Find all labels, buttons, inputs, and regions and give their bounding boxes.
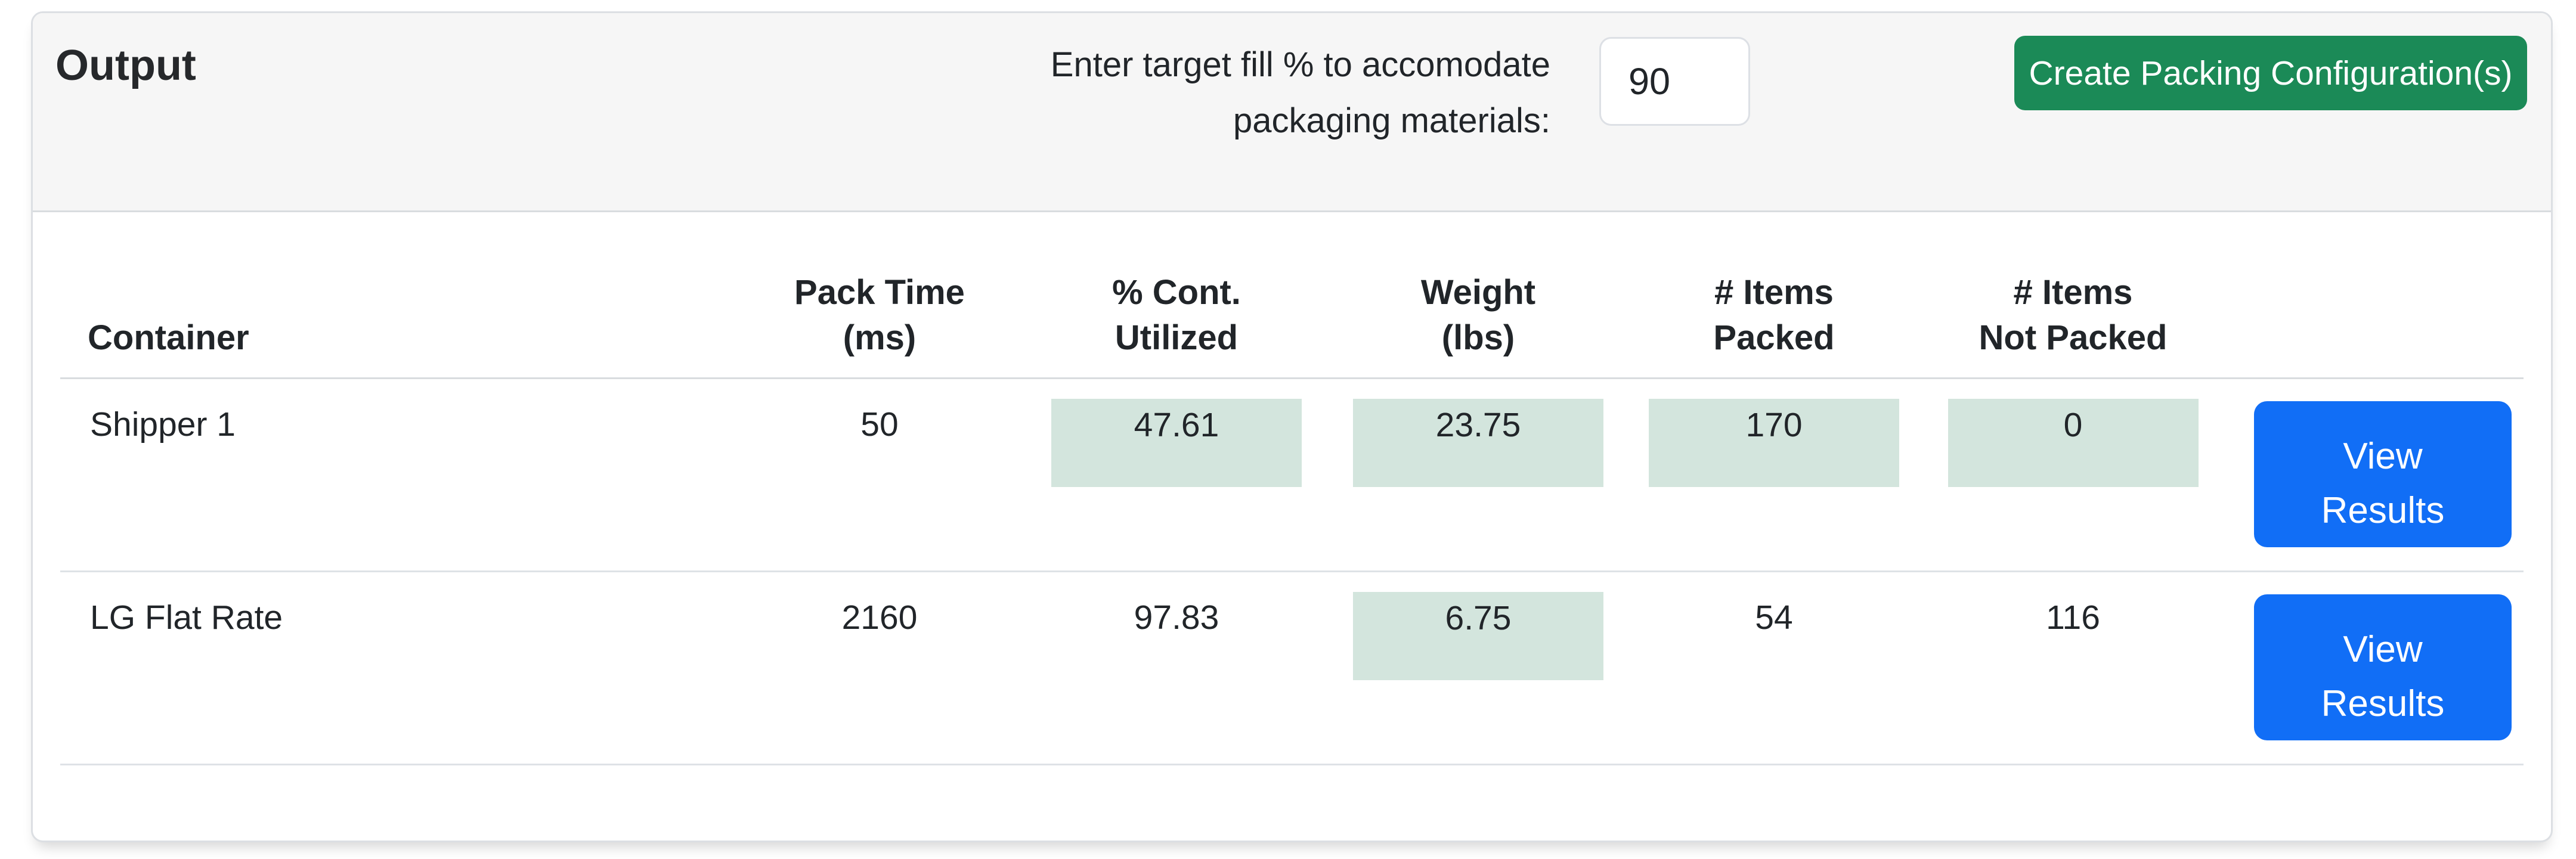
output-card-header: Output Enter target fill % to accomodate… <box>33 13 2551 212</box>
weight-cell: 23.75 <box>1313 379 1643 570</box>
results-table-area: Container Pack Time (ms) % Cont. Utilize… <box>33 212 2551 765</box>
highlight-box: 6.75 <box>1353 592 1603 680</box>
fill-target-label-line2: packaging materials: <box>1233 101 1550 140</box>
table-row: Shipper 1 50 47.61 23.75 170 0 View Resu… <box>60 379 2524 572</box>
column-header-pack-time: Pack Time (ms) <box>794 273 965 357</box>
fill-target-label: Enter target fill % to accomodate packag… <box>33 37 1550 149</box>
highlight-box: 23.75 <box>1353 399 1603 487</box>
view-results-button[interactable]: View Results <box>2254 594 2512 740</box>
pack-time-cell: 2160 <box>841 598 918 637</box>
table-header-row: Container Pack Time (ms) % Cont. Utilize… <box>60 238 2524 379</box>
view-results-button[interactable]: View Results <box>2254 401 2512 547</box>
column-header-container: Container <box>88 318 249 357</box>
column-header-actions <box>2241 238 2524 377</box>
items-packed-cell: 54 <box>1755 598 1793 637</box>
output-card: Output Enter target fill % to accomodate… <box>31 11 2553 842</box>
actions-cell: View Results <box>2241 379 2524 570</box>
column-header-items-packed: # Items Packed <box>1713 273 1835 357</box>
items-not-packed-cell: 116 <box>2046 598 2100 637</box>
column-header-weight: Weight (lbs) <box>1420 273 1536 357</box>
pack-time-cell: 50 <box>860 405 899 444</box>
container-cell: Shipper 1 <box>90 405 236 444</box>
column-header-pct-utilized: % Cont. Utilized <box>1112 273 1241 357</box>
weight-cell: 6.75 <box>1313 572 1643 764</box>
pct-utilized-cell: 47.61 <box>1040 379 1313 570</box>
actions-cell: View Results <box>2241 572 2524 764</box>
highlight-box: 170 <box>1649 399 1899 487</box>
fill-target-input[interactable] <box>1599 37 1750 126</box>
table-row: LG Flat Rate 2160 97.83 6.75 54 116 View… <box>60 572 2524 765</box>
highlight-box: 0 <box>1948 399 2199 487</box>
pct-utilized-cell: 97.83 <box>1134 598 1219 637</box>
highlight-box: 47.61 <box>1051 399 1302 487</box>
items-not-packed-cell: 0 <box>1905 379 2241 570</box>
items-packed-cell: 170 <box>1643 379 1905 570</box>
container-cell: LG Flat Rate <box>90 598 283 637</box>
fill-target-label-line1: Enter target fill % to accomodate <box>1050 45 1550 84</box>
create-packing-configurations-button[interactable]: Create Packing Configuration(s) <box>2014 36 2527 110</box>
column-header-items-not-packed: # Items Not Packed <box>1979 273 2168 357</box>
page-title: Output <box>55 42 196 89</box>
